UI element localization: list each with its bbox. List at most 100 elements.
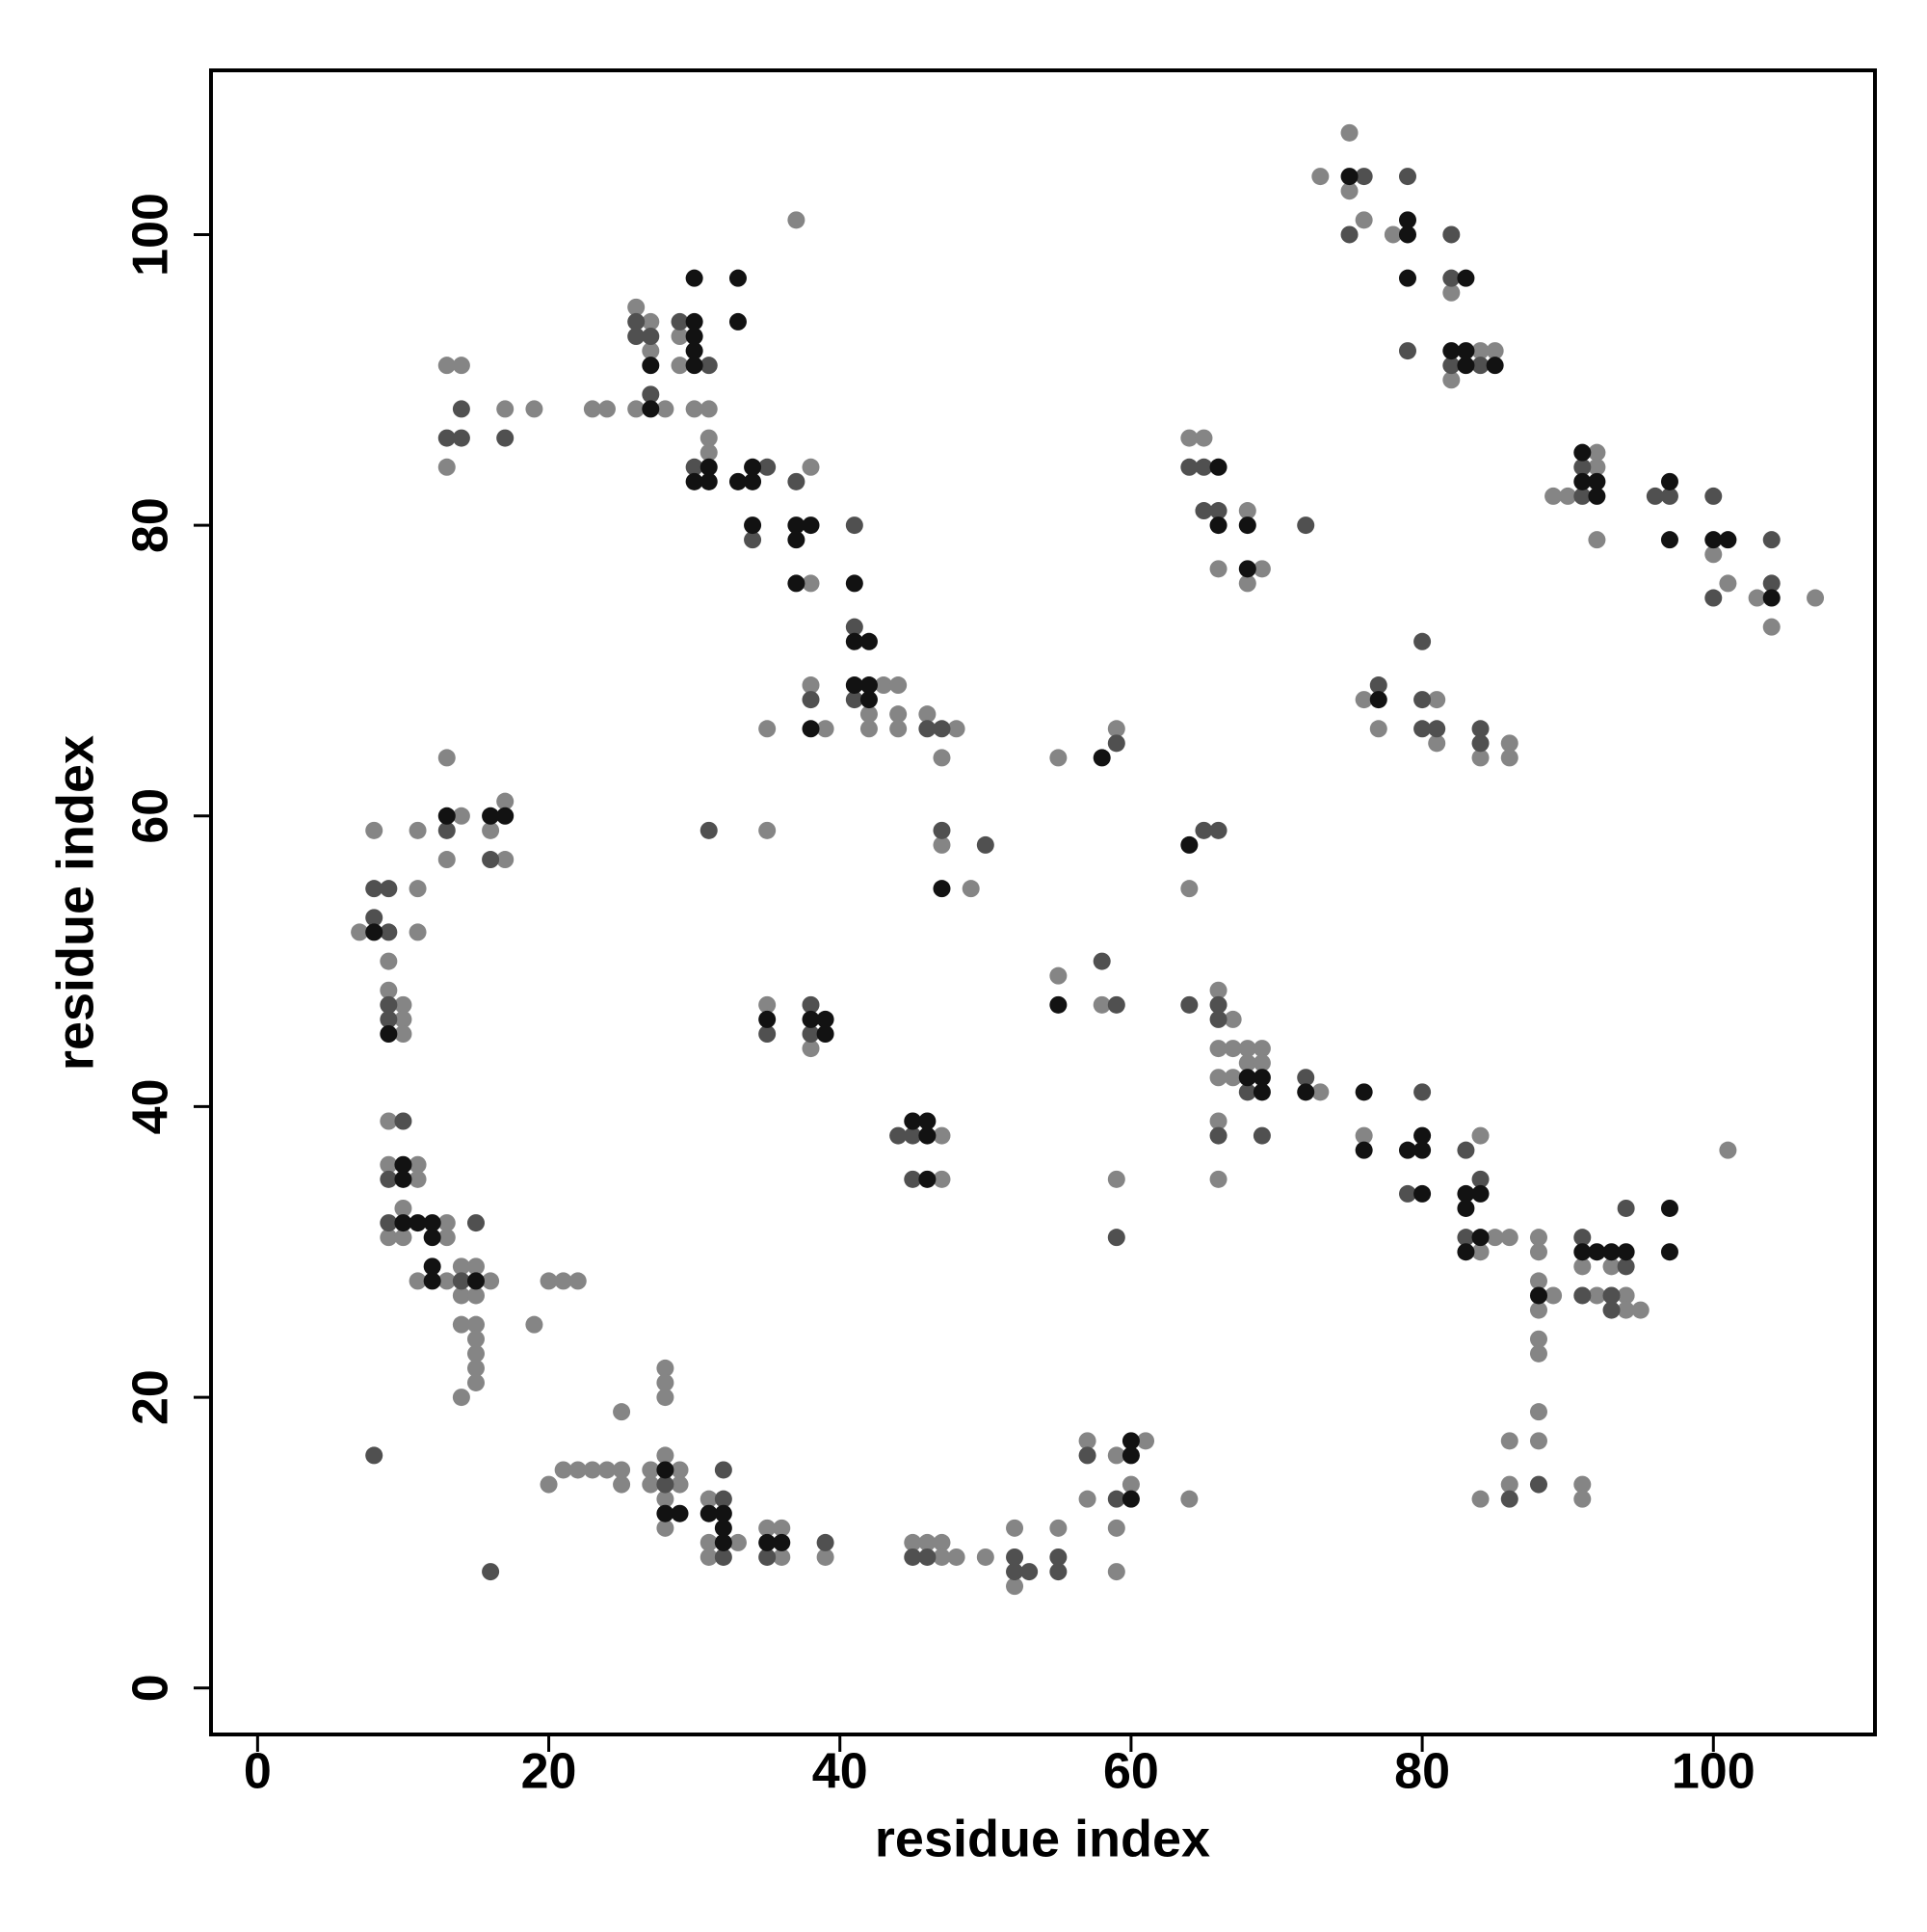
point — [1573, 1490, 1592, 1508]
point — [845, 574, 863, 593]
point — [365, 1446, 383, 1465]
point — [1544, 1286, 1563, 1305]
point — [1238, 502, 1256, 520]
point — [452, 1315, 470, 1334]
point — [1500, 734, 1518, 753]
point — [466, 1214, 485, 1232]
point — [1297, 516, 1315, 535]
point — [773, 1533, 791, 1551]
point — [1369, 691, 1387, 709]
point — [773, 1519, 791, 1537]
point — [554, 1272, 572, 1290]
point — [1529, 1301, 1547, 1319]
point — [1471, 1490, 1490, 1508]
point — [671, 357, 689, 375]
point — [947, 720, 965, 738]
point — [1398, 1141, 1416, 1159]
point — [466, 1330, 485, 1348]
point — [962, 880, 980, 898]
point — [365, 880, 383, 898]
point — [787, 516, 805, 535]
point — [380, 952, 398, 970]
point — [1529, 1432, 1547, 1450]
point — [1238, 516, 1256, 535]
point — [1238, 1054, 1256, 1072]
point — [1107, 720, 1125, 738]
point — [918, 1112, 937, 1130]
point — [1369, 676, 1387, 695]
point — [1413, 1184, 1432, 1203]
point — [671, 328, 689, 346]
point — [656, 1475, 674, 1494]
point — [1078, 1490, 1096, 1508]
point — [380, 923, 398, 941]
point — [482, 851, 500, 869]
point — [1107, 1519, 1125, 1537]
point — [1617, 1257, 1635, 1276]
point — [758, 1533, 777, 1551]
point — [1224, 1069, 1242, 1087]
point — [685, 342, 703, 360]
point — [1195, 458, 1213, 476]
point — [1719, 574, 1737, 593]
point — [1224, 1010, 1242, 1028]
point — [1762, 574, 1781, 593]
point — [1238, 1040, 1256, 1058]
point — [656, 400, 674, 418]
point — [1471, 1184, 1490, 1203]
point — [1355, 1141, 1373, 1159]
point — [1573, 1257, 1592, 1276]
point — [1122, 1490, 1140, 1508]
point — [744, 516, 762, 535]
point — [933, 835, 951, 854]
point — [1457, 1243, 1475, 1261]
point — [1180, 429, 1199, 447]
point — [437, 357, 456, 375]
point — [466, 1315, 485, 1334]
point — [1311, 168, 1330, 186]
y-tick-label: 100 — [123, 193, 179, 277]
point — [758, 458, 777, 476]
point — [1471, 720, 1490, 738]
point — [1093, 995, 1111, 1014]
point — [394, 1214, 412, 1232]
point — [700, 1548, 718, 1566]
point — [380, 981, 398, 999]
point — [918, 1533, 937, 1551]
point — [700, 1533, 718, 1551]
point — [1704, 487, 1723, 505]
point — [380, 880, 398, 898]
point — [627, 298, 646, 316]
point — [1457, 1229, 1475, 1247]
point — [452, 429, 470, 447]
point — [394, 1025, 412, 1044]
point — [482, 1272, 500, 1290]
point — [758, 995, 777, 1014]
point — [1078, 1446, 1096, 1465]
point — [1762, 589, 1781, 607]
point — [1413, 720, 1432, 738]
point — [933, 1533, 951, 1551]
point — [1588, 472, 1606, 490]
point — [1704, 531, 1723, 549]
point — [656, 1446, 674, 1465]
point — [656, 1389, 674, 1407]
point — [845, 516, 863, 535]
point — [1355, 691, 1373, 709]
point — [1602, 1301, 1621, 1319]
point — [859, 632, 878, 650]
point — [1413, 1083, 1432, 1101]
point — [1209, 1010, 1227, 1028]
point — [1428, 720, 1446, 738]
point — [1107, 734, 1125, 753]
point — [452, 1272, 470, 1290]
point — [1078, 1432, 1096, 1450]
x-tick-label: 100 — [1672, 1744, 1755, 1800]
point — [496, 851, 515, 869]
point — [1398, 1184, 1416, 1203]
point — [728, 269, 747, 287]
point — [1253, 560, 1271, 578]
point — [1471, 749, 1490, 767]
point — [1573, 1229, 1592, 1247]
point — [1122, 1432, 1140, 1450]
